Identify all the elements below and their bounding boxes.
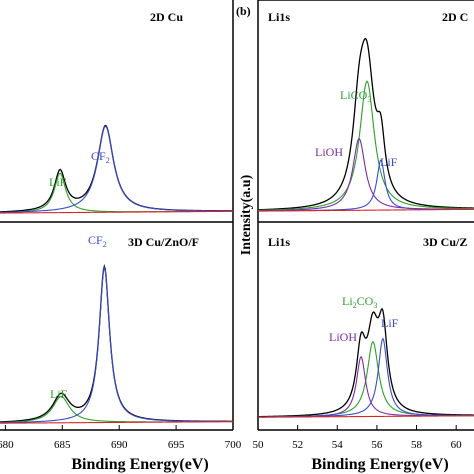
label-lioh-2d: LiOH [315, 145, 343, 159]
x-axis-title-left: Binding Energy(eV) [71, 456, 208, 473]
plot-f1s-2d-cu [0, 124, 234, 214]
x-tick-label: 50 [253, 439, 265, 451]
series-2-lif-line [257, 159, 474, 212]
panel-title-li1s-3d: 3D Cu/Z [423, 235, 467, 249]
x-tick-label: 52 [292, 439, 303, 451]
element-label-li1s-bottom: Li1s [268, 235, 290, 249]
x-tick-label: 60 [451, 439, 463, 451]
label-cf2-3d: CF2 [88, 233, 107, 249]
panel-title-2d-cu: 2D Cu [150, 10, 183, 24]
series-0-background-line [0, 210, 234, 214]
x-tick-label: 685 [54, 439, 71, 451]
element-label-li1s-top: Li1s [268, 10, 290, 24]
label-cf2-2d: CF2 [91, 149, 110, 165]
series-1-cf2-line [0, 265, 233, 424]
series-2-background-line [258, 208, 474, 212]
plot-f1s-3d-cu-zno-f [0, 264, 233, 424]
series-3-envelope-line [257, 307, 474, 418]
x-axis-title-right: Binding Energy(eV) [311, 456, 448, 473]
x-tick-label: 690 [111, 439, 128, 451]
plot-li1s-2d-cu [257, 37, 474, 212]
x-ticks-right: 50 52 54 56 58 60 [253, 425, 463, 451]
x-ticks-left: 680 685 690 695 700 [0, 425, 242, 451]
series-2-lico3-line [257, 80, 474, 211]
series-2-lioh-line [257, 138, 474, 212]
series-0-lif-line [0, 172, 234, 214]
left-panels: 680 685 690 695 700 2D Cu 3D Cu/ZnO/F LiF CF… [0, 0, 242, 473]
series-3-background-line [258, 415, 474, 418]
panel-title-3d-cu-zno-f: 3D Cu/ZnO/F [128, 235, 199, 249]
x-tick-label: 54 [332, 439, 344, 451]
series-1-envelope-line [0, 264, 233, 423]
x-tick-label: 58 [411, 439, 423, 451]
series-3-lioh-line [257, 355, 474, 418]
label-lif-li1s-3d: LiF [381, 316, 399, 330]
panel-letter: (b) [236, 4, 251, 18]
label-lif-3d: LiF [50, 387, 68, 401]
series-2-envelope-line [257, 37, 474, 211]
label-lif-2d: LiF [49, 175, 67, 189]
panel-title-li1s-2d: 2D C [442, 10, 468, 24]
x-tick-label: 680 [0, 439, 14, 451]
label-li2co3-3d: Li2CO3 [342, 294, 377, 310]
y-axis-title: Intensity(a.u) [239, 174, 254, 255]
series-1-background-line [0, 421, 233, 424]
label-lif-li1s-2d: LiF [380, 155, 398, 169]
series-3-li2co3-line [257, 340, 474, 418]
plot-li1s-3d-cu-zno-f [257, 307, 474, 418]
right-panels: 50 52 54 56 58 60 (b) Li1s 2D C Li1s 3D Cu/Z … [236, 0, 474, 473]
x-tick-label: 695 [168, 439, 185, 451]
x-tick-label: 700 [225, 439, 242, 451]
x-tick-label: 56 [371, 439, 383, 451]
series-0-cf2-line [0, 125, 233, 213]
label-lico3-2d: LiCO3 [340, 88, 371, 104]
label-lioh-3d: LiOH [329, 330, 357, 344]
series-0-envelope-line [0, 124, 233, 213]
